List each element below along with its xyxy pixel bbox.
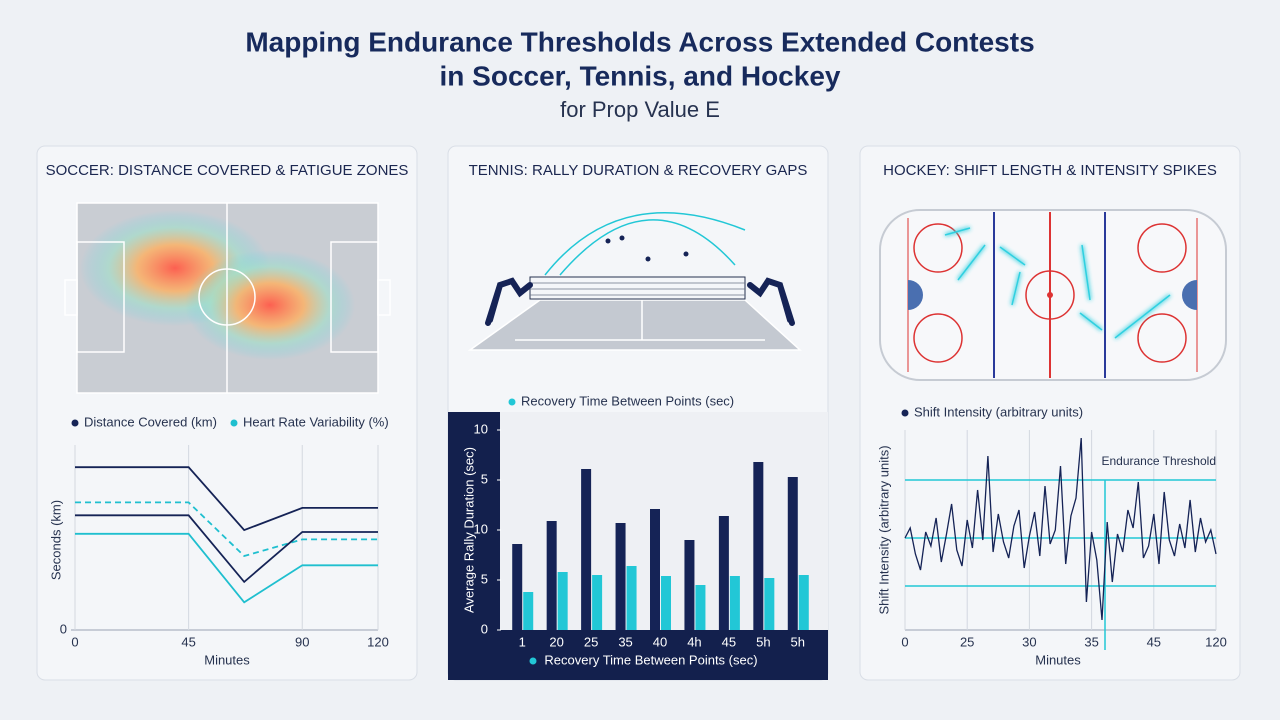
legend-marker (508, 398, 516, 406)
y-axis-label: Shift Intensity (arbitrary units) (876, 445, 891, 614)
x-tick-label: 35 (1084, 634, 1098, 649)
bar (546, 521, 557, 630)
panel-title: HOCKEY: SHIFT LENGTH & INTENSITY SPIKES (883, 162, 1217, 179)
x-tick-label: 5h (756, 634, 770, 649)
bar (729, 576, 740, 630)
x-tick-label: 45 (181, 634, 195, 649)
x-tick-label: 45 (722, 634, 736, 649)
x-tick-label: 120 (1205, 634, 1227, 649)
legend-label: Distance Covered (km) (84, 414, 217, 429)
x-axis-label: Recovery Time Between Points (sec) (544, 652, 757, 667)
bar (512, 544, 523, 630)
x-tick-label: 25 (960, 634, 974, 649)
x-tick-label: 35 (618, 634, 632, 649)
bar (615, 523, 626, 630)
y-axis-label: Average Rally Duration (sec) (461, 447, 476, 613)
bar (798, 575, 809, 630)
y-tick-label: 10 (474, 521, 488, 536)
x-tick-label: 25 (584, 634, 598, 649)
legend-label: Shift Intensity (arbitrary units) (914, 404, 1083, 419)
series-line (75, 532, 378, 604)
x-tick-label: 30 (1022, 634, 1036, 649)
title-line: Mapping Endurance Thresholds Across Exte… (245, 26, 1034, 57)
bar (557, 572, 568, 630)
bar (661, 576, 671, 630)
bar (787, 477, 798, 630)
y-axis-label: Seconds (km) (48, 500, 63, 580)
bar (581, 469, 592, 630)
charts: SOCCER: DISTANCE COVERED & FATIGUE ZONES… (46, 162, 1227, 667)
x-tick-label: 0 (71, 634, 78, 649)
bar (523, 592, 534, 630)
y-tick-label: 0 (60, 621, 67, 636)
bar (695, 585, 706, 630)
x-axis-label: Minutes (1035, 652, 1081, 667)
panel-title: SOCCER: DISTANCE COVERED & FATIGUE ZONES (46, 162, 409, 179)
legend-label: Recovery Time Between Points (sec) (521, 393, 734, 408)
x-tick-label: 5h (791, 634, 805, 649)
x-tick-label: 45 (1147, 634, 1161, 649)
bar (764, 578, 775, 630)
x-tick-label: 4h (687, 634, 701, 649)
bar (684, 540, 695, 630)
series-line (75, 466, 378, 532)
series-line (904, 437, 1217, 621)
x-tick-label: 40 (653, 634, 667, 649)
x-tick-label: 20 (549, 634, 563, 649)
y-tick-label: 10 (474, 421, 488, 436)
bar (650, 509, 660, 630)
x-tick-label: 120 (367, 634, 389, 649)
x-label-marker (529, 657, 537, 665)
series-line (75, 514, 378, 584)
tennis-court (467, 212, 802, 351)
legend-label: Heart Rate Variability (%) (243, 414, 389, 429)
y-tick-label: 5 (481, 571, 488, 586)
threshold-label: Endurance Threshold (1101, 454, 1216, 468)
x-tick-label: 90 (295, 634, 309, 649)
y-tick-label: 5 (481, 471, 488, 486)
bar (753, 462, 764, 630)
panel-title: TENNIS: RALLY DURATION & RECOVERY GAPS (469, 162, 808, 179)
soccer-field (64, 202, 391, 394)
bar (718, 516, 729, 630)
legend-marker (230, 419, 238, 427)
x-tick-label: 1 (519, 634, 526, 649)
bar (626, 566, 637, 630)
title-line: in Soccer, Tennis, and Hockey (440, 60, 841, 91)
bar (592, 575, 603, 630)
legend-marker (901, 409, 909, 417)
y-tick-label: 0 (481, 621, 488, 636)
series-line (75, 501, 378, 558)
hockey-rink (879, 209, 1227, 381)
subtitle: for Prop Value E (560, 97, 720, 122)
legend-marker (71, 419, 79, 427)
x-axis-label: Minutes (204, 652, 250, 667)
header: Mapping Endurance Thresholds Across Exte… (245, 26, 1034, 121)
x-tick-label: 0 (901, 634, 908, 649)
